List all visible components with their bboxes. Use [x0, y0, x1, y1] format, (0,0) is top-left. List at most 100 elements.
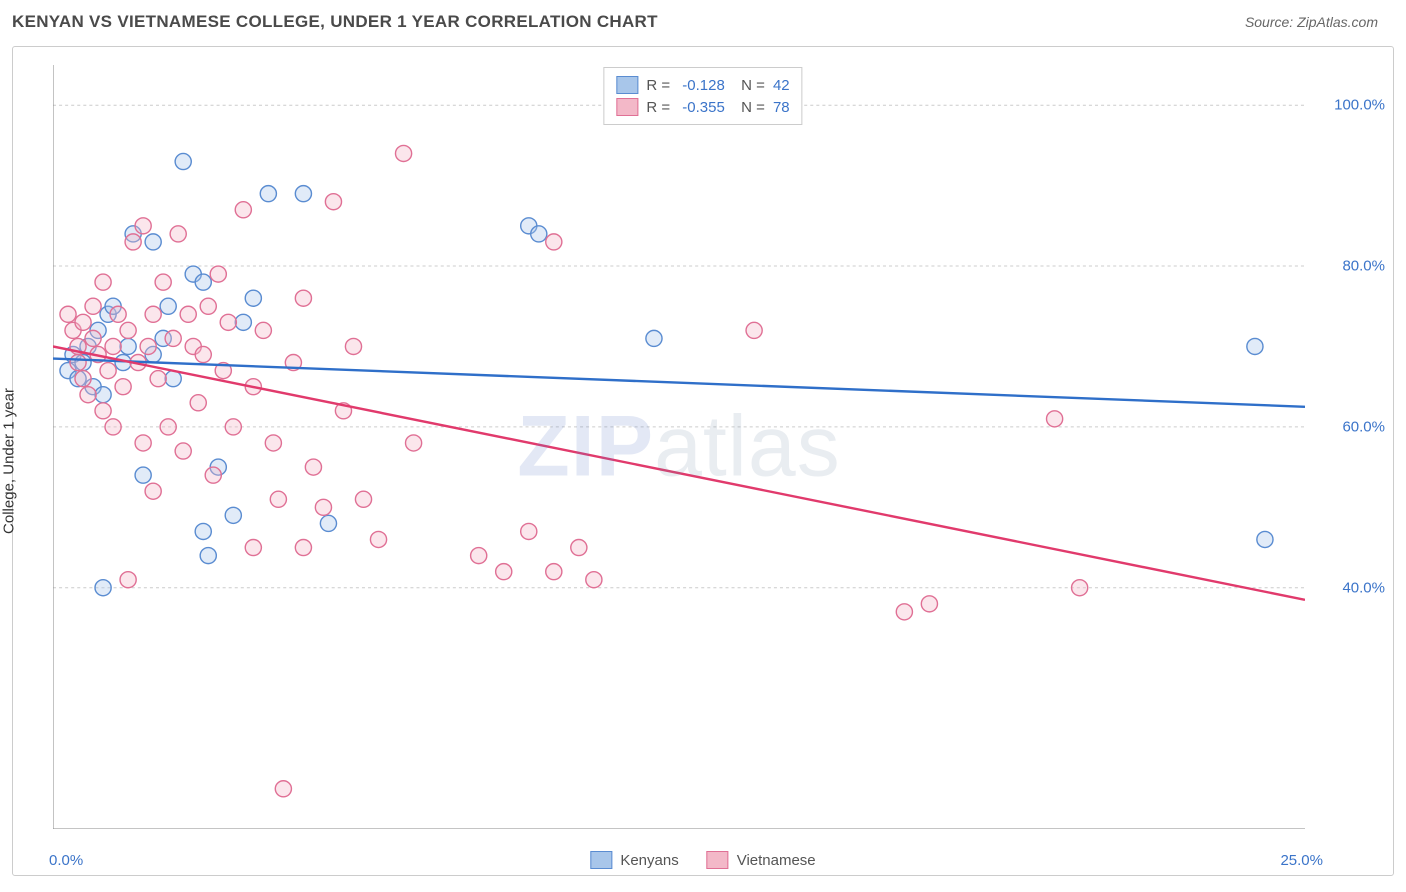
data-point [155, 274, 171, 290]
data-point [746, 322, 762, 338]
n-value-vietnamese: 78 [773, 99, 790, 116]
y-tick-label: 100.0% [1313, 97, 1385, 114]
data-point [70, 355, 86, 371]
data-point [405, 435, 421, 451]
data-point [165, 330, 181, 346]
data-point [105, 419, 121, 435]
data-point [265, 435, 281, 451]
y-tick-label: 60.0% [1313, 418, 1385, 435]
data-point [496, 564, 512, 580]
legend-swatch-kenyans [616, 76, 638, 94]
data-point [85, 330, 101, 346]
chart-area: ZIPatlas 40.0%60.0%80.0%100.0% 0.0% 25.0… [53, 65, 1305, 829]
data-point [220, 314, 236, 330]
data-point [145, 306, 161, 322]
data-point [190, 395, 206, 411]
y-tick-label: 40.0% [1313, 579, 1385, 596]
trend-line [53, 359, 1305, 407]
data-point [1047, 411, 1063, 427]
data-point [295, 186, 311, 202]
data-point [546, 564, 562, 580]
data-point [370, 531, 386, 547]
data-point [115, 379, 131, 395]
data-point [80, 387, 96, 403]
data-point [145, 234, 161, 250]
data-point [95, 403, 111, 419]
data-point [110, 306, 126, 322]
data-point [896, 604, 912, 620]
data-point [125, 234, 141, 250]
y-tick-label: 80.0% [1313, 258, 1385, 275]
data-point [85, 298, 101, 314]
data-point [160, 298, 176, 314]
data-point [105, 338, 121, 354]
data-point [245, 290, 261, 306]
data-point [135, 435, 151, 451]
legend-label-kenyans: Kenyans [620, 852, 678, 869]
data-point [180, 306, 196, 322]
data-point [120, 338, 136, 354]
data-point [175, 153, 191, 169]
data-point [521, 523, 537, 539]
data-point [195, 274, 211, 290]
data-point [295, 290, 311, 306]
data-point [546, 234, 562, 250]
data-point [140, 338, 156, 354]
data-point [95, 387, 111, 403]
data-point [275, 781, 291, 797]
data-point [120, 572, 136, 588]
data-point [170, 226, 186, 242]
chart-source: Source: ZipAtlas.com [1245, 14, 1378, 30]
y-axis-label: College, Under 1 year [1, 388, 18, 534]
data-point [586, 572, 602, 588]
data-point [531, 226, 547, 242]
data-point [225, 419, 241, 435]
legend-swatch-vietnamese-bottom [707, 851, 729, 869]
data-point [75, 314, 91, 330]
data-point [205, 467, 221, 483]
data-point [195, 346, 211, 362]
data-point [235, 202, 251, 218]
data-point [95, 274, 111, 290]
chart-header: KENYAN VS VIETNAMESE COLLEGE, UNDER 1 YE… [0, 0, 1406, 40]
legend-row-kenyans: R = -0.128 N = 42 [616, 74, 789, 96]
legend-item-vietnamese: Vietnamese [707, 851, 816, 869]
data-point [325, 194, 341, 210]
data-point [135, 467, 151, 483]
data-point [210, 266, 226, 282]
data-point [1257, 531, 1273, 547]
data-point [295, 539, 311, 555]
data-point [471, 548, 487, 564]
data-point [60, 306, 76, 322]
data-point [200, 298, 216, 314]
r-value-kenyans: -0.128 [682, 77, 725, 94]
data-point [320, 515, 336, 531]
data-point [225, 507, 241, 523]
data-point [100, 363, 116, 379]
data-point [245, 539, 261, 555]
plot-frame: College, Under 1 year ZIPatlas 40.0%60.0… [12, 46, 1394, 876]
data-point [120, 322, 136, 338]
data-point [160, 419, 176, 435]
data-point [270, 491, 286, 507]
legend-swatch-vietnamese [616, 98, 638, 116]
data-point [95, 580, 111, 596]
correlation-legend: R = -0.128 N = 42 R = -0.355 N = 78 [603, 67, 802, 125]
data-point [571, 539, 587, 555]
x-min-label: 0.0% [49, 852, 83, 869]
data-point [355, 491, 371, 507]
legend-label-vietnamese: Vietnamese [737, 852, 816, 869]
chart-title: KENYAN VS VIETNAMESE COLLEGE, UNDER 1 YE… [12, 12, 658, 32]
data-point [175, 443, 191, 459]
data-point [135, 218, 151, 234]
legend-row-vietnamese: R = -0.355 N = 78 [616, 96, 789, 118]
data-point [1247, 338, 1263, 354]
r-value-vietnamese: -0.355 [682, 99, 725, 116]
legend-swatch-kenyans-bottom [590, 851, 612, 869]
data-point [305, 459, 321, 475]
n-value-kenyans: 42 [773, 77, 790, 94]
data-point [150, 371, 166, 387]
data-point [255, 322, 271, 338]
data-point [315, 499, 331, 515]
data-point [235, 314, 251, 330]
